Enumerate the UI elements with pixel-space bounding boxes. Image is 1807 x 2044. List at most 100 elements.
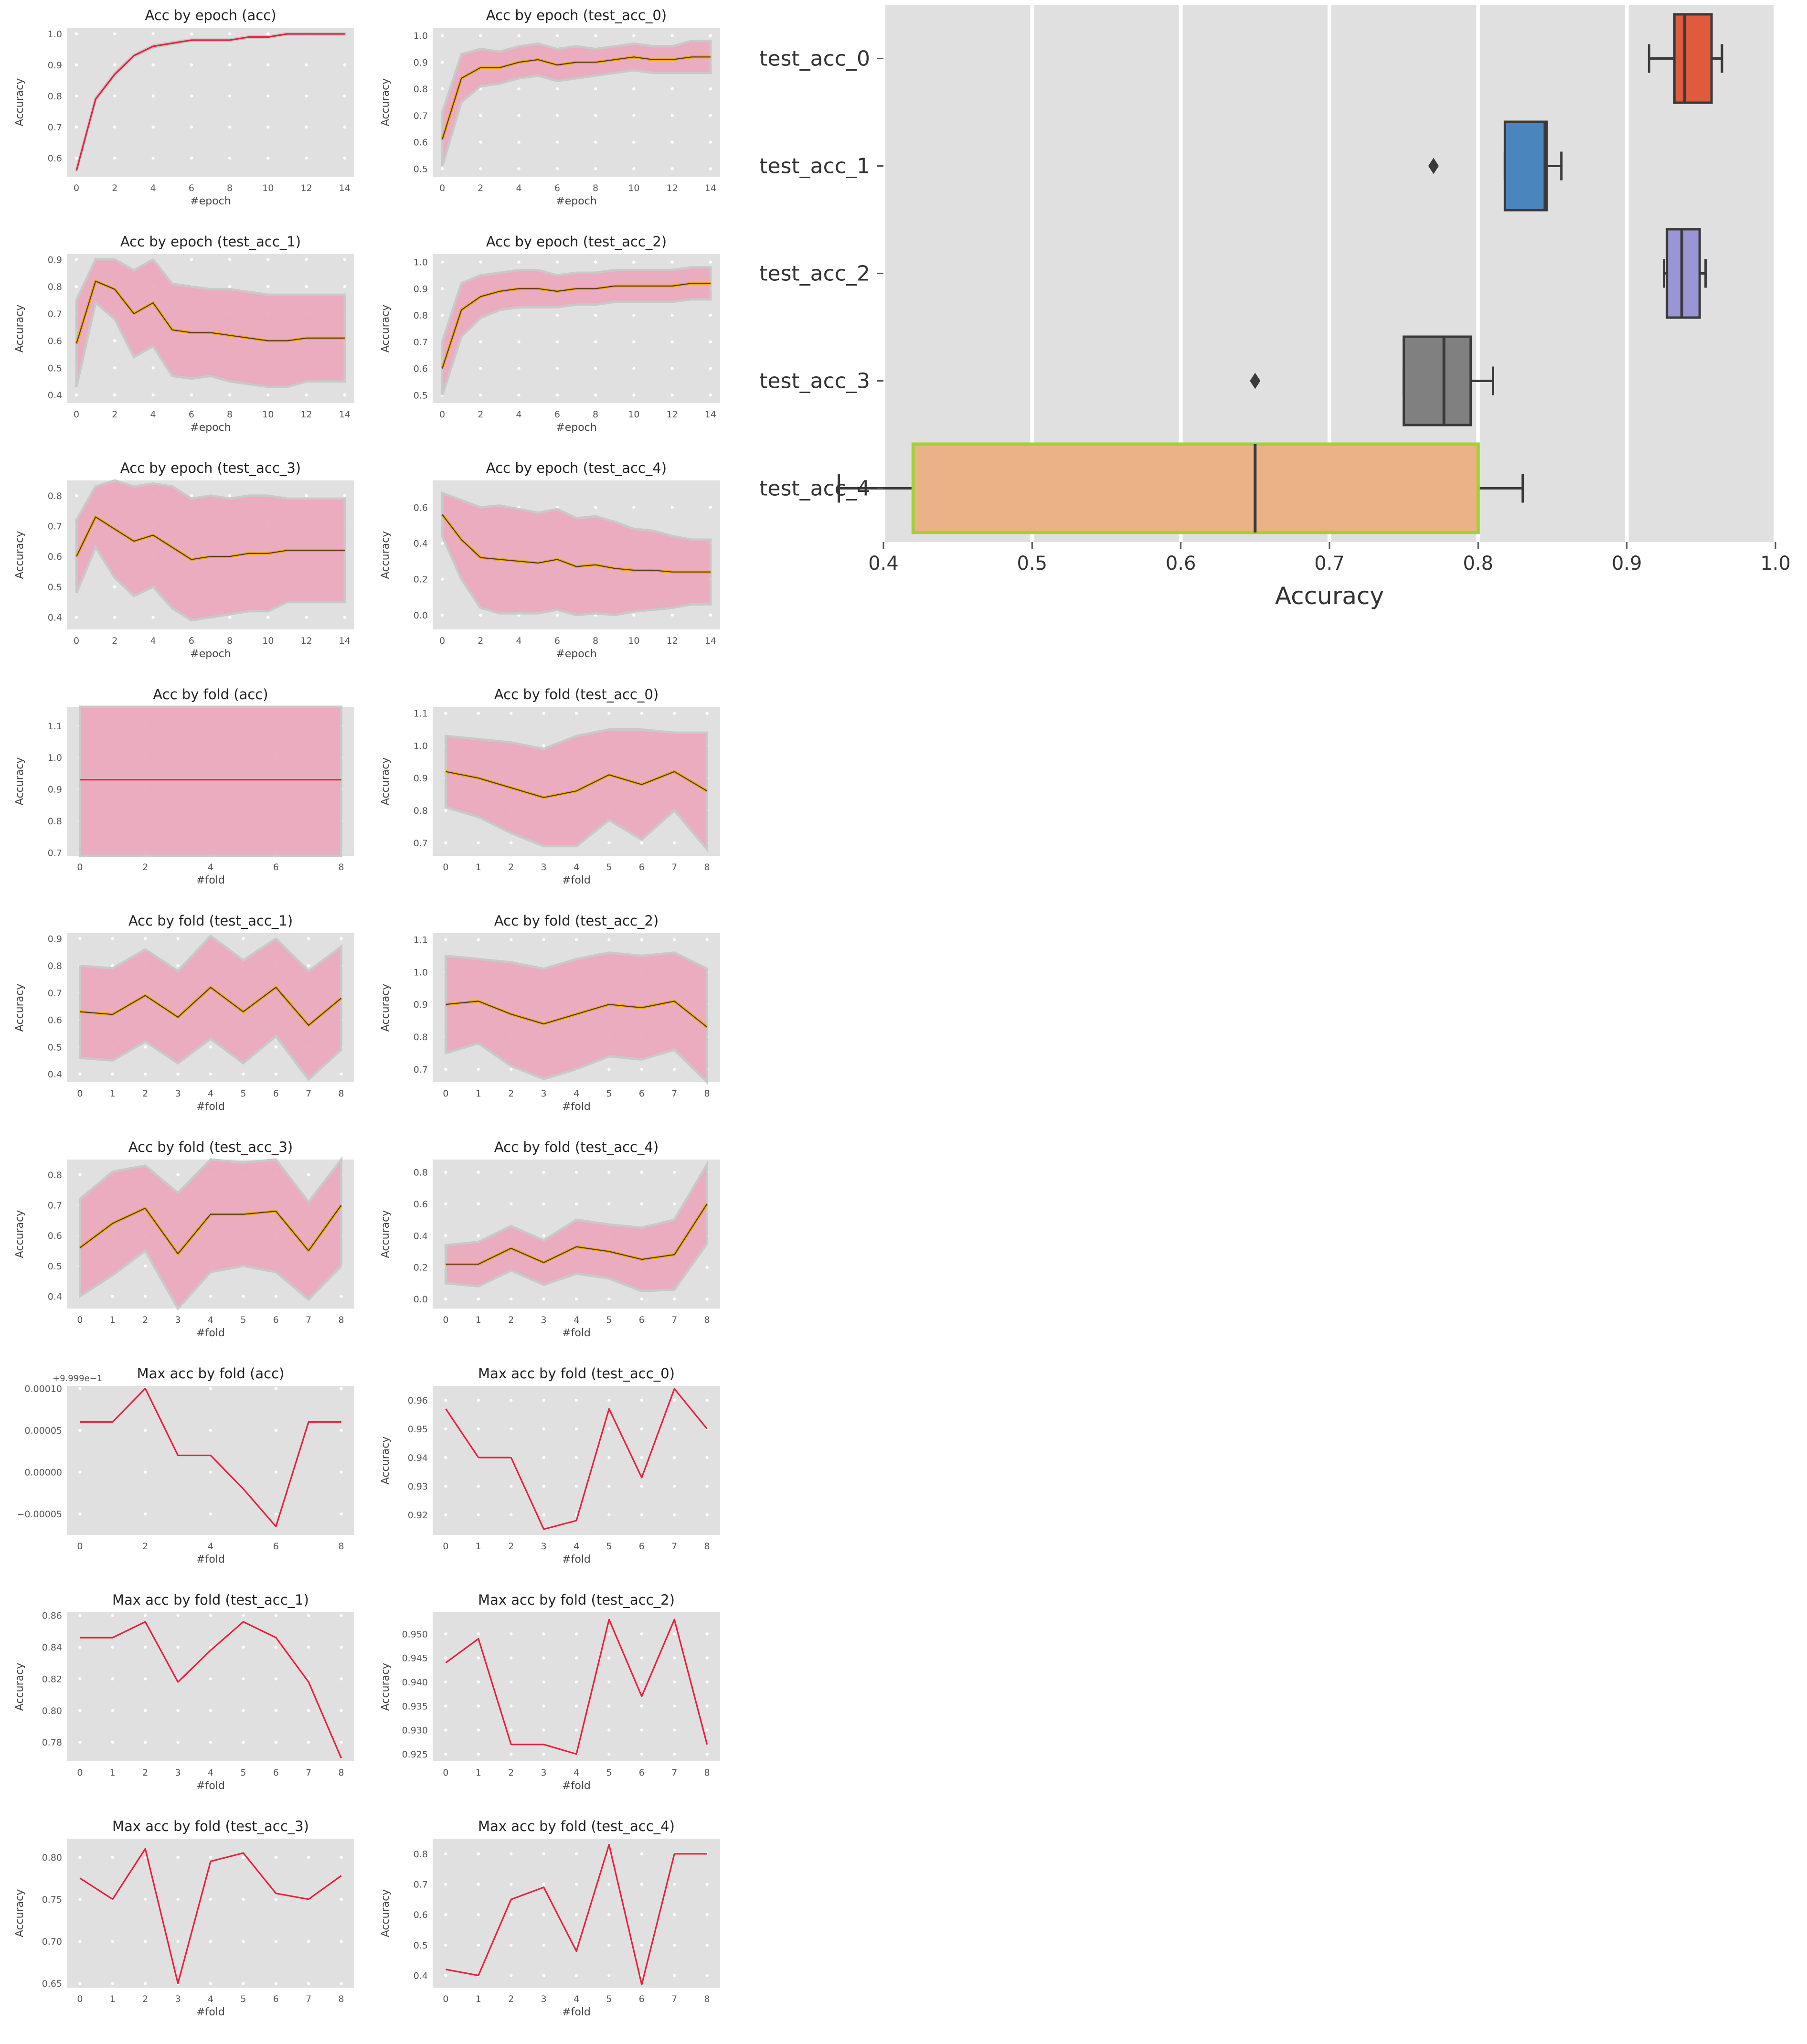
grid-dot [343, 94, 347, 98]
grid-dot [340, 1428, 343, 1432]
grid-dot [266, 125, 270, 129]
grid-dot [670, 140, 674, 144]
x-tick-label: 8 [593, 409, 598, 420]
grid-dot [176, 1709, 180, 1712]
x-tick-label: 3 [541, 1994, 547, 2004]
grid-dot [228, 494, 232, 498]
grid-dot [266, 258, 270, 261]
x-tick-label: 1 [110, 1088, 116, 1099]
x-tick-label: 12 [667, 409, 678, 420]
y-tick-label: −0.00005 [17, 1509, 63, 1520]
confidence-band [78, 934, 343, 1081]
grid-dot [555, 313, 559, 317]
grid-dot [242, 1295, 245, 1298]
data-line [79, 1848, 342, 1984]
grid-dot [555, 167, 559, 170]
x-axis-label: #fold [562, 1780, 591, 1792]
grid-dot [444, 841, 447, 845]
grid-dot [440, 260, 444, 264]
grid-dot [343, 156, 347, 160]
y-tick-label: 0.940 [402, 1677, 428, 1688]
y-tick-label: 0.80 [42, 1852, 62, 1863]
grid-dot [274, 1428, 277, 1432]
grid-dot [574, 1484, 578, 1488]
grid-dot [640, 938, 644, 941]
grid-dot [477, 1943, 480, 1947]
grid-dot [673, 1752, 676, 1756]
grid-dot [510, 1852, 513, 1855]
x-tick-label: 14 [705, 636, 716, 646]
x-tick-label: 14 [705, 409, 716, 420]
confidence-band [444, 728, 709, 853]
y-tick-label: 0.9 [414, 1000, 428, 1010]
grid-dot [74, 63, 78, 67]
grid-dot [673, 1680, 676, 1684]
grid-dot [607, 1398, 611, 1402]
grid-dot [176, 1897, 180, 1901]
x-tick-label: 6 [273, 862, 279, 873]
grid-dot [607, 1632, 611, 1636]
grid-dot [542, 1752, 545, 1756]
x-tick-label: 6 [554, 636, 560, 646]
grid-dot [517, 340, 521, 344]
y-tick-label: 1.1 [48, 721, 62, 732]
panel-title: Max acc by fold (test_acc_1) [112, 1592, 309, 1608]
grid-dot [673, 1656, 676, 1660]
y-axis-label: Accuracy [14, 531, 26, 579]
x-tick-label: 4 [574, 1994, 579, 2004]
grid-dot [510, 1728, 513, 1732]
x-tick-label: 6 [189, 183, 194, 193]
grid-dot [242, 1855, 245, 1859]
grid-dot [209, 1709, 213, 1712]
y-tick-label: 0.6 [414, 502, 428, 513]
grid-dot [640, 1728, 644, 1732]
grid-dot [440, 167, 444, 170]
grid-dot [709, 394, 712, 397]
grid-dot [477, 841, 480, 845]
grid-dot [307, 1645, 310, 1649]
grid-dot [542, 1883, 545, 1886]
grid-dot [673, 938, 676, 941]
grid-dot [574, 1728, 578, 1732]
grid-dot [78, 1855, 82, 1859]
grid-dot [510, 1067, 513, 1071]
y-tick-label: 0.9 [414, 773, 428, 784]
grid-dot [113, 393, 117, 397]
grid-dot [574, 1913, 578, 1916]
grid-dot [78, 1677, 82, 1681]
grid-dot [144, 1295, 147, 1298]
grid-dot [340, 1897, 343, 1901]
grid-dot [542, 1234, 545, 1237]
x-tick-label: 4 [150, 409, 156, 420]
grid-dot [555, 367, 559, 370]
x-tick-label: 7 [306, 1088, 311, 1099]
grid-dot [74, 494, 78, 498]
y-tick-label: 0.6 [414, 364, 428, 374]
grid-dot [542, 1427, 545, 1431]
grid-dot [632, 114, 636, 117]
grid-dot [555, 394, 559, 397]
y-tick-label: 1.0 [48, 753, 62, 763]
grid-dot [228, 63, 232, 67]
grid-dot [176, 1072, 180, 1076]
grid-dot [242, 937, 245, 940]
grid-dot [542, 1297, 545, 1301]
y-tick-label: 1.1 [414, 935, 428, 946]
grid-dot [176, 1939, 180, 1943]
grid-dot [705, 938, 709, 941]
grid-dot [479, 613, 482, 617]
x-tick-label: 2 [508, 862, 514, 873]
outlier-marker [1428, 158, 1439, 174]
line-chart-p0: Acc by epoch (acc) 0 2 4 6 8 10 12 14 0.6 0.7 0.8 0.… [14, 7, 354, 207]
grid-dot [673, 1297, 676, 1301]
y-tick-label: 0.80 [42, 1706, 62, 1716]
grid-dot [477, 1297, 480, 1301]
grid-dot [542, 1484, 545, 1488]
grid-dot [190, 94, 193, 98]
x-axis-label: #epoch [190, 422, 231, 434]
grid-dot [640, 1704, 644, 1708]
grid-dot [305, 258, 308, 261]
mean-line [80, 987, 342, 1026]
grid-dot [705, 1266, 709, 1269]
grid-dot [479, 34, 482, 37]
